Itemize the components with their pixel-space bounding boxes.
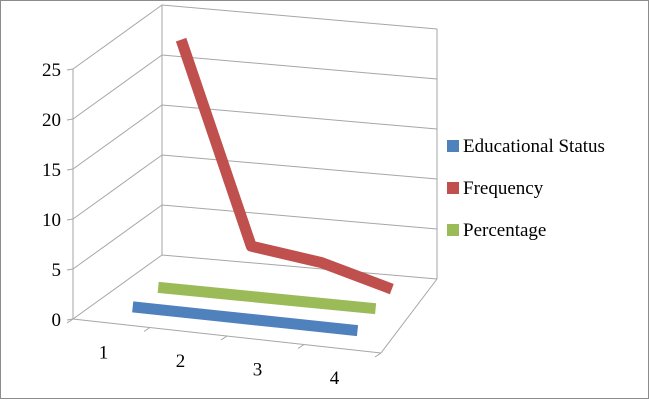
legend-label: Educational Status xyxy=(463,136,605,157)
x-tick-mark xyxy=(144,328,150,332)
y-tick-label: 20 xyxy=(42,110,61,131)
gridline xyxy=(73,55,437,119)
legend-swatch xyxy=(447,182,459,194)
x-tick-label: 3 xyxy=(253,359,263,380)
y-tick-mark xyxy=(67,169,73,170)
grid-layer xyxy=(67,5,437,357)
gridline xyxy=(73,105,437,169)
x-tick-label: 1 xyxy=(99,342,109,363)
y-tick-label: 15 xyxy=(42,160,61,181)
gridline xyxy=(73,155,437,219)
x-tick-label: 2 xyxy=(176,351,186,372)
y-tick-label: 5 xyxy=(52,260,62,281)
x-axis-ticks: 1 2 3 4 xyxy=(99,342,340,389)
y-tick-mark xyxy=(67,269,73,270)
y-tick-mark xyxy=(67,219,73,220)
series-line-frequency xyxy=(181,40,392,289)
y-tick-label: 10 xyxy=(42,210,61,231)
gridline xyxy=(73,5,437,69)
legend-label: Percentage xyxy=(463,220,546,241)
legend-swatch xyxy=(447,140,459,152)
series-line-percentage xyxy=(158,287,375,308)
legend-swatch xyxy=(447,224,459,236)
legend: Educational Status Frequency Percentage xyxy=(447,136,605,241)
x-tick-mark xyxy=(375,353,381,357)
x-tick-label: 4 xyxy=(330,368,340,389)
series-layer xyxy=(133,40,392,331)
y-tick-mark xyxy=(67,69,73,70)
y-tick-label: 25 xyxy=(42,60,61,81)
y-tick-mark xyxy=(67,119,73,120)
x-tick-mark xyxy=(221,336,227,340)
y-tick-label: 0 xyxy=(52,310,62,331)
x-tick-mark xyxy=(298,345,304,349)
legend-label: Frequency xyxy=(463,178,544,199)
gridline xyxy=(73,205,437,269)
y-axis-ticks: 0 5 10 15 20 25 xyxy=(42,60,61,331)
series-line-educational-status xyxy=(133,307,358,331)
